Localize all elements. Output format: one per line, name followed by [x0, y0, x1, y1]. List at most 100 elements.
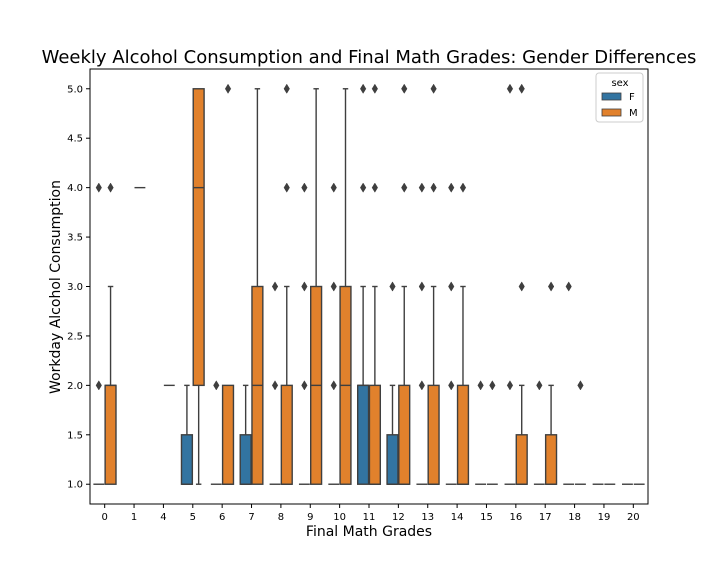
x-tick-label: 15 — [480, 512, 493, 523]
x-tick-label: 0 — [101, 512, 107, 523]
outlier-point — [518, 281, 525, 292]
y-tick-label: 2.5 — [67, 331, 83, 342]
box-group-m-7 — [251, 88, 264, 485]
box-iqr — [386, 434, 399, 485]
box-group-f-12 — [386, 281, 399, 485]
y-tick-label: 1.5 — [67, 430, 83, 441]
y-tick-label: 4.0 — [67, 183, 83, 194]
outlier-point — [283, 83, 290, 94]
outlier-point — [330, 182, 337, 193]
box-group-m-12 — [398, 83, 411, 485]
y-tick-label: 5.0 — [67, 84, 83, 95]
outlier-point — [418, 281, 425, 292]
outlier-point — [301, 380, 308, 391]
outlier-point — [330, 281, 337, 292]
box-group-f-14 — [445, 182, 457, 485]
box-group-f-13 — [416, 182, 428, 485]
x-tick-label: 12 — [392, 512, 405, 523]
outlier-point — [459, 182, 467, 193]
outlier-point — [547, 281, 555, 292]
box-iqr — [356, 384, 370, 485]
outlier-point — [271, 380, 279, 391]
outlier-point — [506, 83, 514, 94]
outlier-point — [95, 380, 102, 391]
x-tick-label: 6 — [219, 512, 225, 523]
outlier-point — [330, 380, 337, 391]
legend-swatch-m — [601, 108, 622, 117]
x-tick-label: 11 — [363, 512, 376, 523]
outlier-point — [536, 380, 543, 391]
box-group-m-14 — [456, 182, 470, 485]
box-group-f-18 — [563, 281, 575, 485]
box-group-m-6 — [221, 83, 235, 485]
box-iqr — [427, 384, 440, 485]
box-group-f-8 — [269, 281, 281, 485]
x-tick-label: 18 — [568, 512, 581, 523]
outlier-point — [389, 281, 396, 292]
outlier-point — [271, 281, 279, 292]
box-iqr — [515, 434, 528, 485]
outlier-point — [107, 182, 114, 193]
x-tick-label: 10 — [333, 512, 346, 523]
box-group-m-10 — [339, 88, 352, 485]
box-group-m-5 — [192, 88, 205, 485]
outlier-point — [301, 182, 308, 193]
box-iqr — [280, 384, 293, 485]
y-axis-label: Workday Alcohol Consumption — [48, 180, 64, 394]
outlier-point — [401, 83, 408, 94]
x-tick-label: 13 — [421, 512, 434, 523]
outlier-point — [283, 182, 290, 193]
outlier-point — [577, 380, 584, 391]
legend-swatch-f — [601, 92, 622, 101]
box-group-f-16 — [504, 83, 516, 485]
box-group-m-16 — [515, 83, 528, 485]
box-group-f-17 — [533, 380, 545, 485]
outlier-point — [430, 83, 437, 94]
box-group-f-6 — [210, 380, 222, 485]
box-group-m-15 — [486, 380, 498, 485]
outlier-point — [95, 182, 102, 193]
outlier-point — [430, 182, 437, 193]
box-group-m-18 — [575, 380, 586, 485]
outlier-point — [418, 182, 425, 193]
legend-label-f: F — [629, 92, 635, 103]
x-tick-label: 9 — [307, 512, 313, 523]
box-iqr — [456, 384, 470, 485]
x-tick-label: 17 — [539, 512, 552, 523]
box-group-f-15 — [475, 380, 487, 485]
outlier-point — [224, 83, 232, 94]
box-iqr — [192, 88, 205, 387]
box-iqr — [368, 384, 382, 485]
outlier-point — [213, 380, 220, 391]
x-tick-label: 7 — [248, 512, 254, 523]
box-group-f-10 — [328, 182, 340, 485]
x-tick-label: 4 — [160, 512, 166, 523]
outlier-point — [360, 83, 367, 94]
box-group-f-9 — [298, 182, 310, 485]
box-group-f-0 — [93, 182, 105, 485]
legend-title: sex — [611, 78, 628, 89]
x-tick-label: 14 — [451, 512, 464, 523]
x-tick-label: 16 — [509, 512, 522, 523]
legend: sex F M — [595, 72, 644, 123]
x-tick-label: 1 — [131, 512, 137, 523]
box-group-m-17 — [544, 281, 558, 485]
box-iqr — [544, 434, 558, 485]
x-axis-label: Final Math Grades — [306, 524, 432, 540]
outlier-point — [418, 380, 425, 391]
x-tick-label: 5 — [190, 512, 196, 523]
box-group-m-8 — [280, 83, 293, 485]
box-group-m-11 — [368, 83, 382, 485]
outlier-point — [448, 281, 455, 292]
outlier-point — [506, 380, 514, 391]
outlier-point — [371, 182, 378, 193]
outlier-point — [448, 380, 455, 391]
outlier-point — [489, 380, 496, 391]
box-group-m-13 — [427, 83, 440, 485]
outlier-point — [518, 83, 525, 94]
outlier-point — [565, 281, 572, 292]
box-iqr — [104, 384, 117, 485]
box-group-m-0 — [104, 182, 117, 485]
y-tick-label: 4.5 — [67, 134, 83, 145]
y-tick-label: 3.5 — [67, 233, 83, 244]
